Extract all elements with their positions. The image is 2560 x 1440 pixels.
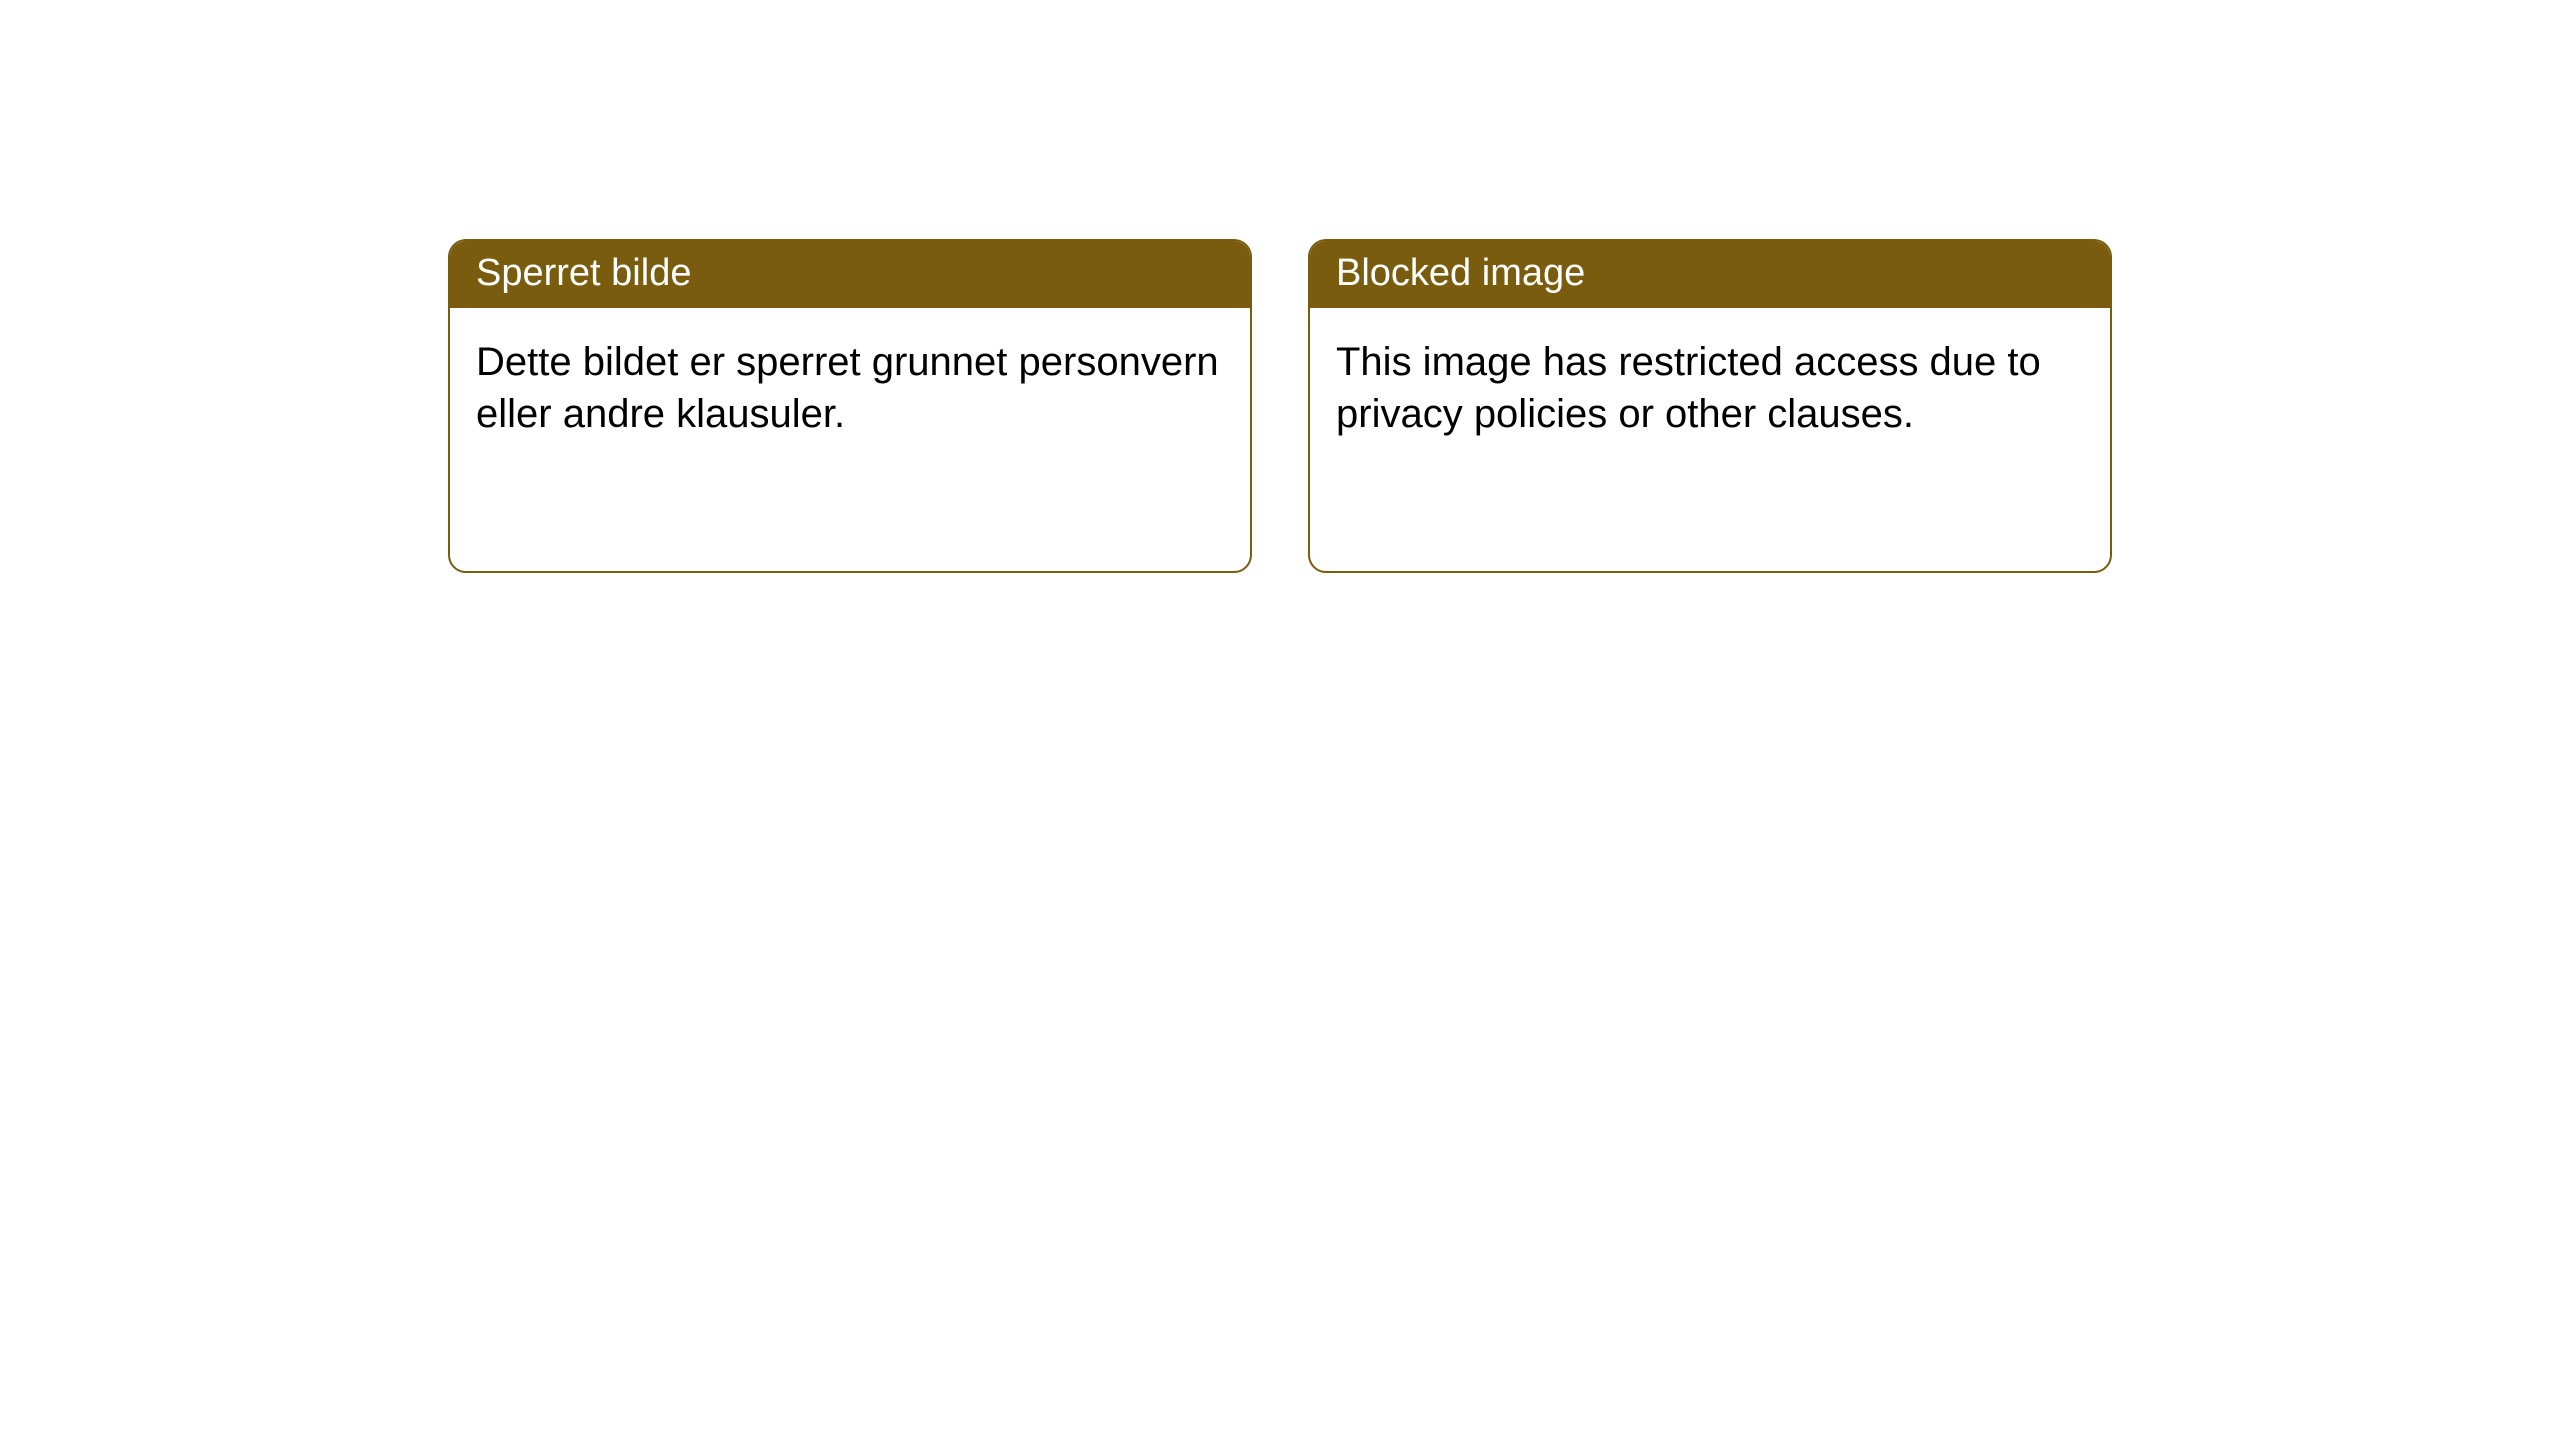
card-body-text: Dette bildet er sperret grunnet personve… (476, 340, 1219, 436)
card-title: Sperret bilde (476, 252, 691, 294)
card-body-text: This image has restricted access due to … (1336, 340, 2041, 436)
card-header-norwegian: Sperret bilde (450, 241, 1250, 308)
notice-card-norwegian: Sperret bilde Dette bildet er sperret gr… (448, 239, 1252, 573)
card-header-english: Blocked image (1310, 241, 2110, 308)
notice-container: Sperret bilde Dette bildet er sperret gr… (0, 0, 2560, 573)
card-title: Blocked image (1336, 252, 1585, 294)
notice-card-english: Blocked image This image has restricted … (1308, 239, 2112, 573)
card-body-english: This image has restricted access due to … (1310, 308, 2110, 468)
card-body-norwegian: Dette bildet er sperret grunnet personve… (450, 308, 1250, 468)
